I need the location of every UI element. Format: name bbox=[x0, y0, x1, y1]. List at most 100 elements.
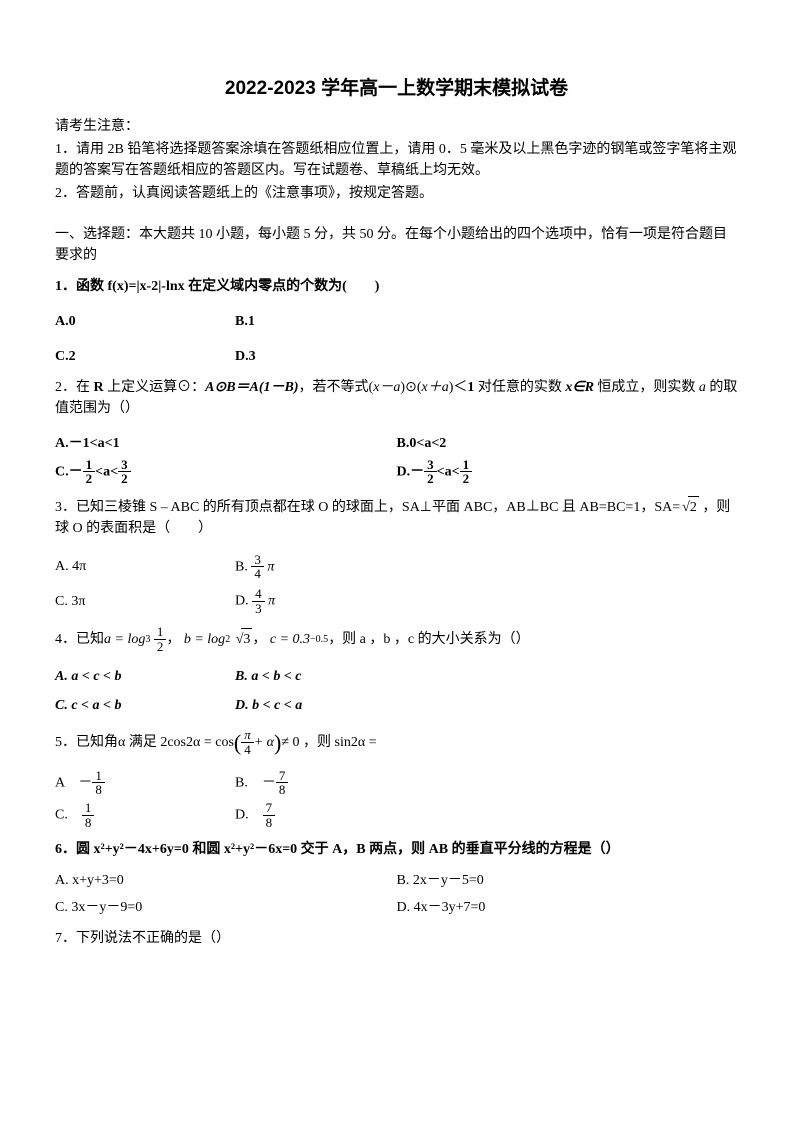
q7-stem: 7．下列说法不正确的是（） bbox=[55, 928, 738, 949]
q5c-pre: C. bbox=[55, 807, 82, 822]
q2d-mid: <a< bbox=[437, 464, 460, 479]
q2-stem: 2．在 R 上定义运算⊙：A⊙B＝A(1－B)，若不等式(x－a)⊙(x＋a)＜… bbox=[55, 377, 738, 419]
question-3: 3．已知三棱锥 S – ABC 的所有顶点都在球 O 的球面上，SA⊥平面 AB… bbox=[55, 496, 738, 616]
section-1-title: 一、选择题：本大题共 10 小题，每小题 5 分，共 50 分。在每个小题给出的… bbox=[55, 224, 738, 266]
q3-opt-a: A. 4π bbox=[55, 556, 235, 577]
question-6: 6．圆 x²+y²－4x+6y=0 和圆 x²+y²－6x=0 交于 A，B 两… bbox=[55, 839, 738, 918]
q5d-pre: D. bbox=[235, 807, 263, 822]
q5a-pre: A bbox=[55, 775, 78, 790]
q4-sqrt3: 3 bbox=[241, 628, 252, 650]
q5-pi: π bbox=[241, 728, 254, 743]
q2-t7: 恒成立，则实数 bbox=[594, 380, 699, 395]
q2-opt-c: C.－12<a<32 bbox=[55, 458, 397, 486]
q2c-mid: <a< bbox=[95, 464, 118, 479]
q5b-den: 8 bbox=[276, 783, 289, 797]
q4-opt-b: B. a < b < c bbox=[235, 666, 738, 687]
q4-abase: 3 bbox=[145, 632, 150, 647]
q2c-num2: 3 bbox=[118, 458, 131, 473]
q2-xa: x－a bbox=[373, 380, 400, 395]
q3d-den: 3 bbox=[252, 602, 265, 616]
q5a-num: 1 bbox=[92, 769, 105, 784]
q2-R: R bbox=[94, 380, 104, 395]
q2d-num2: 1 bbox=[460, 458, 473, 473]
q2-xpa: x＋a bbox=[421, 380, 448, 395]
q5-t1: 5．已知角α 满足 2cos2α = cos bbox=[55, 732, 234, 753]
q2c-den1: 2 bbox=[83, 472, 96, 486]
q2c-num1: 1 bbox=[83, 458, 96, 473]
question-4: 4．已知 a = log3 12 ， b = log2 3 ， c = 0.3−… bbox=[55, 625, 738, 715]
q6-stem: 6．圆 x²+y²－4x+6y=0 和圆 x²+y²－6x=0 交于 A，B 两… bbox=[55, 839, 738, 860]
q2d-num1: 3 bbox=[424, 458, 437, 473]
q3-t1: 3．已知三棱锥 S – ABC 的所有顶点都在球 O 的球面上，SA⊥平面 AB… bbox=[55, 500, 680, 515]
q4-c2: ， bbox=[252, 629, 266, 650]
q4-t1: 4．已知 bbox=[55, 629, 104, 650]
question-2: 2．在 R 上定义运算⊙：A⊙B＝A(1－B)，若不等式(x－a)⊙(x＋a)＜… bbox=[55, 377, 738, 486]
q5b-pre: B. bbox=[235, 775, 262, 790]
question-7: 7．下列说法不正确的是（） bbox=[55, 928, 738, 949]
sqrt-icon: 2 bbox=[680, 496, 699, 518]
q1-opt-c: C.2 bbox=[55, 346, 235, 367]
q5d-num: 7 bbox=[263, 801, 276, 816]
q2-t2: 上定义运算⊙： bbox=[104, 380, 206, 395]
q1-opt-a: A.0 bbox=[55, 311, 235, 332]
q1-stem: 1．函数 f(x)=|x-2|-lnx 在定义域内零点的个数为( ) bbox=[55, 276, 738, 297]
notice-header: 请考生注意： bbox=[55, 116, 738, 137]
q4-opt-a: A. a < c < b bbox=[55, 666, 235, 687]
q3-opt-b: B. 34 π bbox=[235, 553, 738, 581]
q4-opt-c: C. c < a < b bbox=[55, 695, 235, 716]
q5-opt-d: D. 78 bbox=[235, 801, 738, 829]
q6-opt-a: A. x+y+3=0 bbox=[55, 870, 397, 891]
q2-opt-d: D.－32<a<12 bbox=[397, 458, 739, 486]
q4-stem: 4．已知 a = log3 12 ， b = log2 3 ， c = 0.3−… bbox=[55, 625, 738, 653]
notice-line-1: 1．请用 2B 铅笔将选择题答案涂填在答题纸相应位置上，请用 0．5 毫米及以上… bbox=[55, 139, 738, 181]
q2d-den1: 2 bbox=[424, 472, 437, 486]
q6-opt-b: B. 2x－y－5=0 bbox=[397, 870, 739, 891]
q4-bbase: 2 bbox=[225, 632, 230, 647]
q3-stem: 3．已知三棱锥 S – ABC 的所有顶点都在球 O 的球面上，SA⊥平面 AB… bbox=[55, 496, 738, 539]
q4-blog: b = log bbox=[184, 629, 225, 650]
q2-t4: )⊙( bbox=[400, 380, 421, 395]
q6-opt-d: D. 4x－3y+7=0 bbox=[397, 897, 739, 918]
q4-opt-d: D. b < c < a bbox=[235, 695, 738, 716]
q2d-pre: D. bbox=[397, 464, 411, 479]
q2c-pre: C. bbox=[55, 464, 69, 479]
q2d-den2: 2 bbox=[460, 472, 473, 486]
q3b-pi: π bbox=[267, 559, 274, 574]
question-5: 5．已知角α 满足 2cos2α = cos (π4 + α) ≠ 0 ，则 s… bbox=[55, 726, 738, 830]
q4-ceq: c = 0.3 bbox=[270, 629, 310, 650]
q4-cexp: −0.5 bbox=[310, 632, 328, 647]
q5-opt-b: B. －78 bbox=[235, 769, 738, 797]
q3d-num: 4 bbox=[252, 587, 265, 602]
q3-opt-d: D. 43 π bbox=[235, 587, 738, 615]
q4-t2: ，则 a ，b ，c 的大小关系为（） bbox=[328, 629, 529, 650]
q1-opt-d: D.3 bbox=[235, 346, 738, 367]
q3b-den: 4 bbox=[251, 567, 264, 581]
q3-opt-c: C. 3π bbox=[55, 591, 235, 612]
q4-c1: ， bbox=[166, 629, 180, 650]
q2-t3: ，若不等式( bbox=[299, 380, 374, 395]
q5-t2: ≠ 0 ，则 sin2α = bbox=[281, 732, 376, 753]
q2-opt-a: A.－1<a<1 bbox=[55, 433, 397, 454]
q2-text: 2．在 bbox=[55, 380, 94, 395]
q2-opt-b: B.0<a<2 bbox=[397, 433, 739, 454]
q2-t5: )＜ bbox=[449, 380, 468, 395]
q3-sqrt2: 2 bbox=[688, 496, 699, 518]
q5c-den: 8 bbox=[82, 816, 95, 830]
q1-opt-b: B.1 bbox=[235, 311, 738, 332]
q3b-num: 3 bbox=[251, 553, 264, 568]
q2-xr: x∈R bbox=[565, 380, 594, 395]
q3d-pi: π bbox=[268, 593, 275, 608]
q5a-den: 8 bbox=[92, 783, 105, 797]
q2c-den2: 2 bbox=[118, 472, 131, 486]
q5b-num: 7 bbox=[276, 769, 289, 784]
notice-line-2: 2．答题前，认真阅读答题纸上的《注意事项》，按规定答题。 bbox=[55, 183, 738, 204]
q5-opt-a: A －18 bbox=[55, 769, 235, 797]
q5c-num: 1 bbox=[82, 801, 95, 816]
q6-opt-c: C. 3x－y－9=0 bbox=[55, 897, 397, 918]
q5d-den: 8 bbox=[263, 816, 276, 830]
q4a-num: 1 bbox=[154, 625, 167, 640]
q3d-pre: D. bbox=[235, 593, 249, 608]
page-title: 2022-2023 学年高一上数学期末模拟试卷 bbox=[55, 75, 738, 104]
q2-a: a bbox=[699, 380, 706, 395]
q5-plusa: + α bbox=[254, 732, 274, 753]
